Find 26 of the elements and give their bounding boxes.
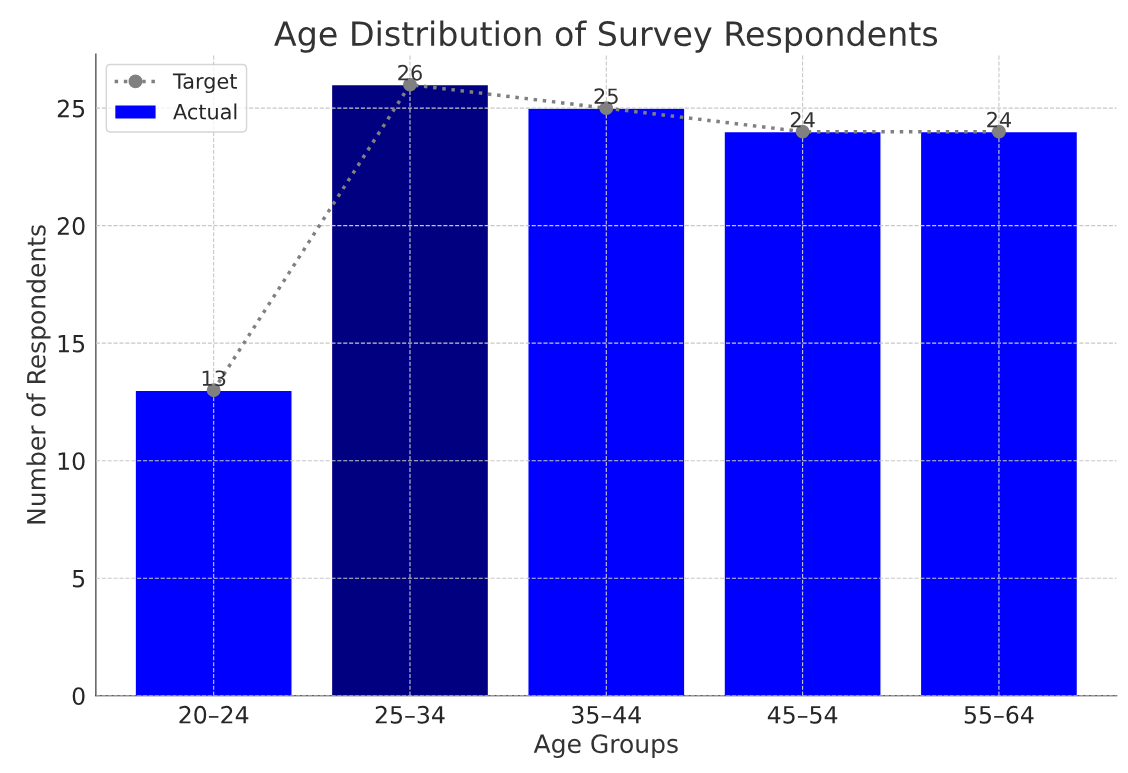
x-tick-label: 25–34 — [375, 705, 445, 724]
x-tick-label: 45–54 — [767, 706, 838, 724]
chart-title: Age Distribution of Survey Respondents — [274, 20, 938, 53]
bar — [330, 83, 490, 696]
data-label: 13 — [202, 370, 226, 387]
x-axis-title: Age Groups — [533, 734, 678, 759]
y-tick-label: 25 — [57, 99, 85, 118]
y-tick-label: 20 — [57, 217, 85, 235]
bar — [919, 130, 1079, 696]
legend-label: Actual — [173, 103, 237, 120]
x-tick-label: 20–24 — [179, 705, 249, 724]
data-label: 26 — [398, 64, 422, 81]
data-label: 24 — [987, 111, 1012, 128]
y-tick-label: 5 — [72, 569, 85, 588]
y-tick-label: 10 — [58, 452, 85, 470]
y-tick-label: 15 — [58, 334, 85, 353]
bar — [527, 107, 686, 696]
y-tick-label: 0 — [72, 687, 85, 706]
bar — [723, 130, 882, 696]
x-tick-label: 55–64 — [964, 705, 1034, 724]
y-axis-title: Number of Respondents — [26, 225, 51, 524]
x-tick-label: 35–44 — [572, 705, 641, 724]
data-label: 25 — [594, 88, 618, 105]
bar — [134, 389, 293, 696]
data-label: 24 — [790, 111, 815, 128]
legend-label: Target — [172, 73, 237, 94]
